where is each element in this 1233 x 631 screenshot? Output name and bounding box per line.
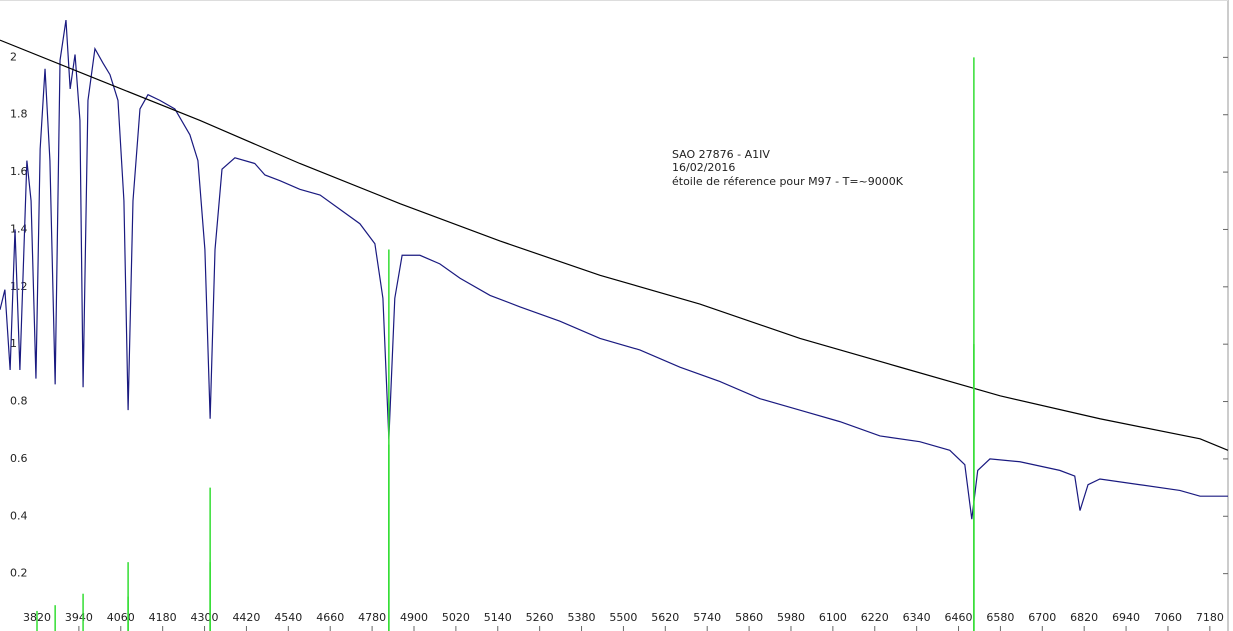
annotation: 16/02/2016 [672,161,735,174]
x-tick-label: 6460 [945,611,973,624]
annotation: étoile de réference pour M97 - T=~9000K [672,175,904,188]
y-tick-label: 0.8 [10,395,28,408]
y-tick-label: 1.8 [10,108,28,121]
x-tick-label: 6340 [903,611,931,624]
x-tick-label: 6100 [819,611,847,624]
series-line [0,39,1229,451]
x-tick-label: 5380 [568,611,596,624]
y-tick-label: 0.2 [10,567,28,580]
x-tick-label: 7060 [1154,611,1182,624]
x-tick-label: 5140 [484,611,512,624]
x-tick-label: 7180 [1196,611,1224,624]
series-line [0,19,1228,520]
y-tick-label: 2 [10,50,17,63]
x-tick-label: 5500 [609,611,637,624]
annotation: SAO 27876 - A1IV [672,148,770,161]
x-tick-label: 4180 [149,611,177,624]
x-tick-label: 4540 [274,611,302,624]
x-tick-label: 4660 [316,611,344,624]
x-tick-label: 6700 [1028,611,1056,624]
x-tick-label: 6820 [1070,611,1098,624]
y-tick-label: 0.6 [10,452,28,465]
x-tick-label: 6220 [861,611,889,624]
x-tick-label: 4900 [400,611,428,624]
y-tick-label: 1 [10,337,17,350]
x-tick-label: 5020 [442,611,470,624]
x-tick-label: 3940 [65,611,93,624]
x-tick-label: 6580 [986,611,1014,624]
x-tick-label: 5260 [526,611,554,624]
y-tick-label: 1.6 [10,165,28,178]
x-tick-label: 4060 [107,611,135,624]
x-tick-label: 5620 [651,611,679,624]
x-tick-label: 5980 [777,611,805,624]
x-tick-label: 6940 [1112,611,1140,624]
y-tick-label: 0.4 [10,509,28,522]
x-tick-label: 4300 [191,611,219,624]
x-tick-label: 4420 [232,611,260,624]
x-tick-label: 4780 [358,611,386,624]
x-tick-label: 5860 [735,611,763,624]
x-tick-label: 5740 [693,611,721,624]
